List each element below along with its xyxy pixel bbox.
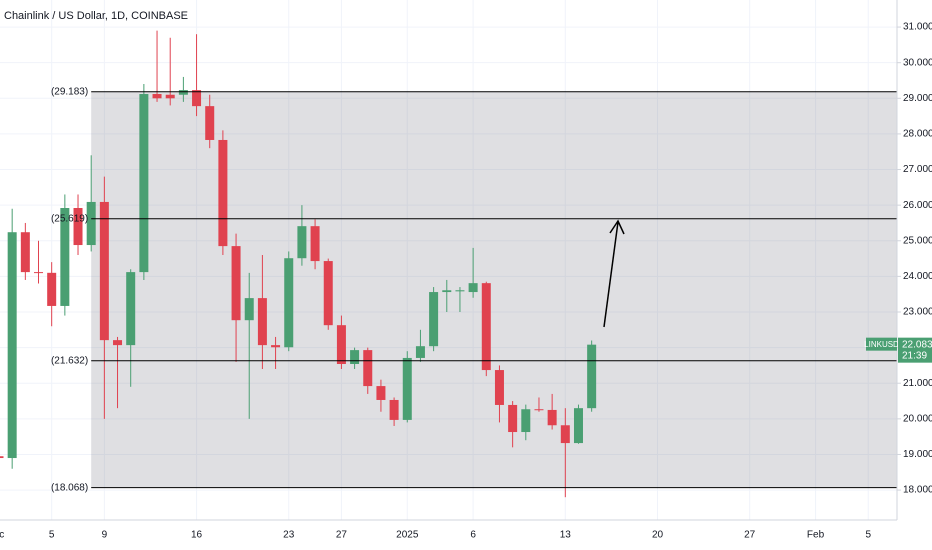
candle-body xyxy=(139,94,149,273)
zone xyxy=(91,91,897,488)
price-tag-symbol-bg xyxy=(866,337,897,351)
zone-layer xyxy=(91,91,897,488)
candle-body xyxy=(73,208,83,246)
candle-body xyxy=(363,350,373,387)
candle-body xyxy=(34,272,44,274)
candle-body xyxy=(455,290,465,292)
price-tag-value: 22.083 xyxy=(902,339,932,350)
candle-body xyxy=(389,399,399,420)
y-tick-label: 21.000 xyxy=(903,378,932,389)
x-tick-label: 5 xyxy=(49,530,55,541)
x-tick-label: 2025 xyxy=(396,530,419,541)
candle-body xyxy=(113,340,123,346)
candles xyxy=(0,30,597,498)
x-tick-label: 13 xyxy=(560,530,572,541)
arrow-annotation xyxy=(603,219,625,328)
price-tag-bg xyxy=(898,337,932,363)
candle-body xyxy=(521,409,531,433)
level-label: (25.619) xyxy=(51,213,88,224)
level-label: (29.183) xyxy=(51,86,88,97)
candle-body xyxy=(20,232,30,273)
y-tick-label: 30.000 xyxy=(903,57,932,68)
candle-body xyxy=(271,345,281,348)
axes: 18.00019.00020.00021.00022.00023.00024.0… xyxy=(0,22,932,541)
price-tag-symbol: LINKUSD xyxy=(864,340,899,349)
level-label: (18.068) xyxy=(51,482,88,493)
candle-body xyxy=(47,272,57,306)
candle-body xyxy=(297,226,307,259)
candle-body xyxy=(178,90,188,95)
candle-body xyxy=(494,370,504,405)
arrow-head xyxy=(609,219,625,235)
y-tick-label: 19.000 xyxy=(903,449,932,460)
candle-body xyxy=(284,258,294,348)
y-tick-label: 31.000 xyxy=(903,22,932,33)
candle-body xyxy=(442,290,452,293)
y-tick-label: 27.000 xyxy=(903,164,932,175)
candle-body xyxy=(560,425,570,444)
y-tick-label: 23.000 xyxy=(903,307,932,318)
x-tick-label: Feb xyxy=(807,530,825,541)
candle-body xyxy=(192,90,202,107)
y-tick-label: 24.000 xyxy=(903,271,932,282)
y-tick-label: 29.000 xyxy=(903,93,932,104)
x-tick-label: 23 xyxy=(283,530,295,541)
grid xyxy=(0,0,897,520)
y-tick-label: 20.000 xyxy=(903,413,932,424)
candle-body xyxy=(587,344,597,409)
candle-body xyxy=(481,283,491,371)
level-layer: (29.183) (25.619) (21.632) (18.068) xyxy=(51,86,897,493)
candle-body xyxy=(86,201,96,246)
candle-body xyxy=(231,246,241,321)
arrow-shaft xyxy=(603,221,619,328)
candle-body xyxy=(415,346,425,358)
candle-body xyxy=(99,201,109,341)
candle-body xyxy=(323,261,333,326)
x-tick-label: 16 xyxy=(191,530,203,541)
candle-body xyxy=(429,292,439,347)
x-tick-label: 6 xyxy=(470,530,476,541)
candle-body xyxy=(336,325,346,364)
candle-body xyxy=(244,298,254,321)
y-tick-label: 28.000 xyxy=(903,129,932,140)
y-tick-label: 26.000 xyxy=(903,200,932,211)
candle-body xyxy=(218,139,228,247)
candle-body xyxy=(0,456,4,459)
x-tick-label: 20 xyxy=(652,530,664,541)
level-label: (21.632) xyxy=(51,355,88,366)
candle-body xyxy=(573,408,583,444)
chart-title: Chainlink / US Dollar, 1D, COINBASE xyxy=(4,10,188,22)
candle-body xyxy=(7,232,17,459)
x-tick-label: 5 xyxy=(865,530,871,541)
candle-body xyxy=(376,386,386,400)
candle-body xyxy=(508,404,518,433)
candle-body xyxy=(205,106,215,140)
x-tick-label: 9 xyxy=(102,530,108,541)
candle-body xyxy=(402,357,412,420)
y-tick-label: 18.000 xyxy=(903,485,932,496)
candle-body xyxy=(60,208,70,306)
candle-body xyxy=(152,94,162,99)
x-tick-label: 27 xyxy=(336,530,348,541)
price-tag-countdown: 21:39 xyxy=(902,350,927,361)
candle-body xyxy=(350,350,360,364)
candle-body xyxy=(165,94,175,99)
candle-body xyxy=(534,409,544,411)
x-tick-label: ec xyxy=(0,530,4,541)
candle-body xyxy=(468,283,478,293)
x-tick-label: 27 xyxy=(744,530,756,541)
y-tick-label: 25.000 xyxy=(903,235,932,246)
candle-body xyxy=(257,298,267,346)
candle-body xyxy=(547,409,557,426)
candle-body xyxy=(310,226,320,262)
candle-body xyxy=(126,272,136,346)
